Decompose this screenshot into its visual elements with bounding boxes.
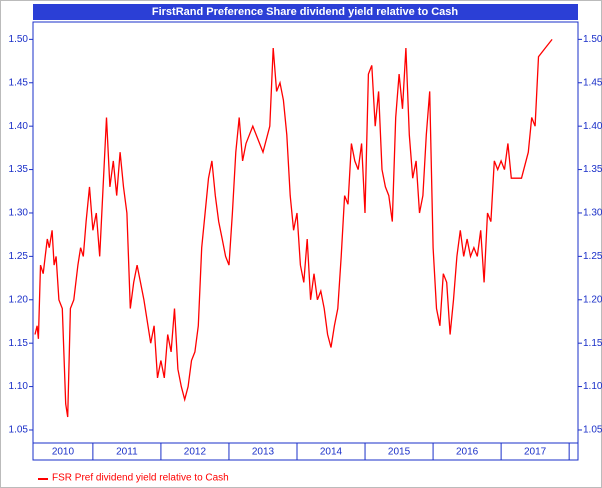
y-tick-label: 1.05	[9, 425, 29, 436]
y2-tick-label: 1.30	[583, 208, 602, 219]
plot-area	[32, 21, 579, 444]
title-bar	[33, 4, 578, 20]
x-tick-label: 2014	[320, 447, 343, 458]
x-tick-label: 2017	[524, 447, 547, 458]
chart-title: FirstRand Preference Share dividend yiel…	[152, 6, 459, 18]
y-tick-label: 1.35	[9, 164, 29, 175]
y2-tick-label: 1.05	[583, 425, 602, 436]
x-tick-label: 2016	[456, 447, 479, 458]
y2-tick-label: 1.25	[583, 251, 602, 262]
x-tick-label: 2012	[184, 447, 207, 458]
x-tick-label: 2011	[116, 447, 138, 458]
y-tick-label: 1.40	[9, 121, 29, 132]
y-tick-label: 1.25	[9, 251, 29, 262]
legend-label: FSR Pref dividend yield relative to Cash	[52, 473, 229, 484]
y-tick-label: 1.10	[9, 381, 29, 392]
x-tick-label: 2010	[52, 447, 75, 458]
y-tick-label: 1.50	[9, 34, 29, 45]
x-axis-box	[32, 442, 579, 461]
y2-tick-label: 1.10	[583, 381, 602, 392]
data-line	[34, 38, 553, 418]
y2-tick-label: 1.35	[583, 164, 602, 175]
y-tick-label: 1.45	[9, 77, 29, 88]
y2-tick-label: 1.20	[583, 294, 602, 305]
x-tick-label: 2015	[388, 447, 411, 458]
y2-tick-label: 1.15	[583, 338, 602, 349]
y-tick-label: 1.20	[9, 294, 29, 305]
y-tick-label: 1.30	[9, 208, 29, 219]
y2-tick-label: 1.45	[583, 77, 602, 88]
y2-tick-label: 1.40	[583, 121, 602, 132]
y2-tick-label: 1.50	[583, 34, 602, 45]
y-tick-label: 1.15	[9, 338, 29, 349]
x-tick-label: 2013	[252, 447, 275, 458]
